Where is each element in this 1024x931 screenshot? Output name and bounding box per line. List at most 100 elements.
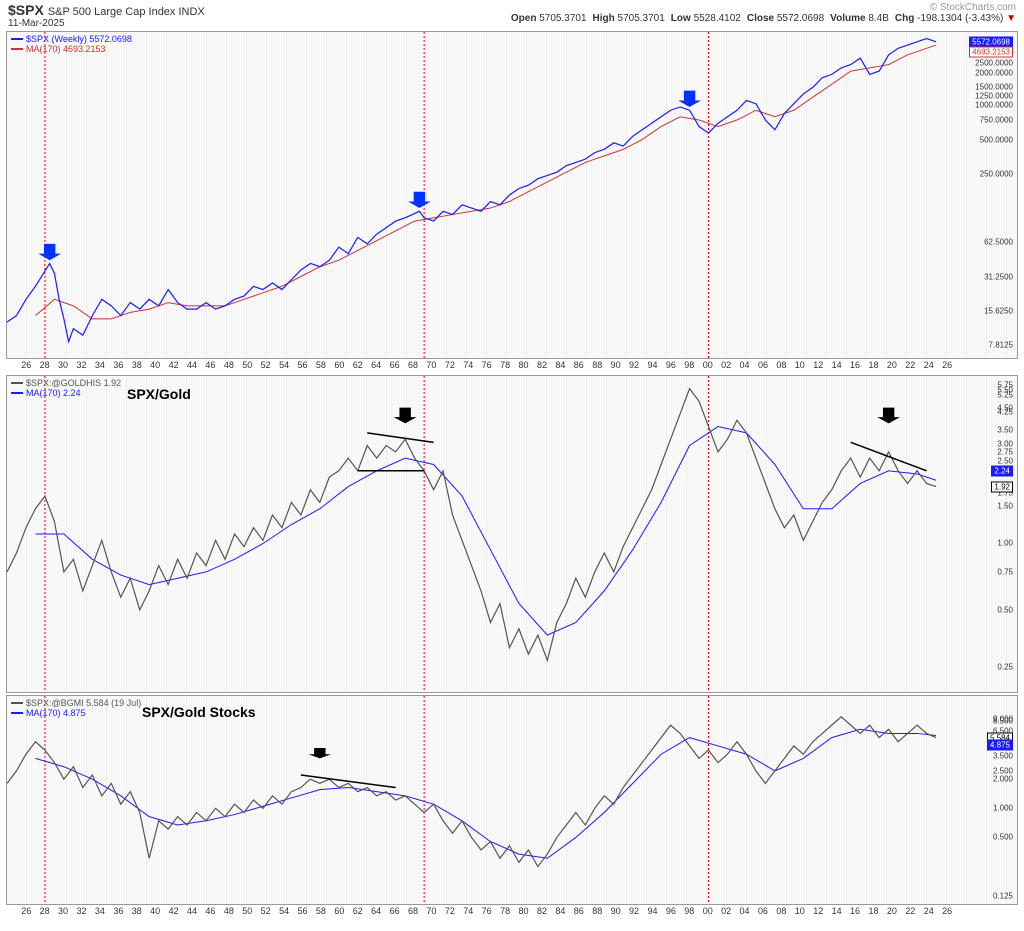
x-tick: 54 [279,360,289,370]
x-tick: 74 [463,360,473,370]
x-tick: 00 [703,906,713,916]
close-lbl: Close [747,13,774,24]
legend-swatch [11,392,23,394]
y-highlight: 2.24 [991,465,1013,476]
y-tick: 0.125 [993,891,1013,900]
x-tick: 08 [776,360,786,370]
x-tick: 62 [353,360,363,370]
x-axis-2: 2628303234363840424446485052545658606264… [6,905,1018,919]
x-tick: 24 [924,360,934,370]
y-tick: 0.500 [993,833,1013,842]
x-tick: 74 [463,906,473,916]
x-tick: 28 [40,906,50,916]
y-axis-spx-gold: 0.250.500.751.001.501.752.502.753.003.50… [955,376,1015,692]
x-tick: 92 [629,360,639,370]
x-tick: 90 [611,360,621,370]
x-tick: 66 [390,360,400,370]
y-tick: 7.8125 [989,340,1013,349]
x-tick: 82 [537,360,547,370]
x-tick: 60 [334,360,344,370]
symbol: $SPX [8,2,44,18]
open-lbl: Open [511,13,537,24]
chart-spx-gold-stocks[interactable]: $SPX:@BGMI 5.584 (19 Jul)MA(170) 4.875 S… [6,695,1018,905]
header-left: $SPX S&P 500 Large Cap Index INDX 11-Mar… [8,2,205,29]
y-tick: 0.50 [997,605,1013,614]
y-tick: 1.75 [997,488,1013,497]
x-tick: 56 [298,906,308,916]
y-highlight: 1.92 [991,481,1013,492]
chart-spx-gold[interactable]: $SPX:@GOLDHIS 1.92MA(170) 2.24 SPX/Gold … [6,375,1018,693]
x-tick: 68 [408,906,418,916]
legend-swatch [11,702,23,704]
x-tick: 48 [224,906,234,916]
x-tick: 26 [21,906,31,916]
y-tick: 2.50 [997,457,1013,466]
x-tick: 00 [703,360,713,370]
x-tick: 70 [426,360,436,370]
y-tick: 31.2500 [984,272,1013,281]
header-right: © StockCharts.com Open 5705.3701 High 57… [511,2,1016,24]
x-tick: 64 [371,360,381,370]
y-tick: 500.0000 [980,135,1013,144]
chart-header: $SPX S&P 500 Large Cap Index INDX 11-Mar… [0,0,1024,31]
legend-item: $SPX:@GOLDHIS 1.92 [11,378,121,388]
x-tick: 72 [445,360,455,370]
x-tick: 20 [887,906,897,916]
high-val: 5705.3701 [618,13,665,24]
y-highlight: 5572.0698 [969,36,1013,47]
y-tick: 1000.0000 [975,101,1013,110]
x-tick: 92 [629,906,639,916]
high-lbl: High [593,13,615,24]
x-tick: 50 [242,906,252,916]
x-tick: 30 [58,360,68,370]
y-tick: 0.75 [997,567,1013,576]
x-tick: 04 [740,906,750,916]
x-tick: 42 [169,906,179,916]
symbol-desc: S&P 500 Large Cap Index INDX [48,6,205,18]
y-tick: 0.25 [997,662,1013,671]
y-tick: 62.5000 [984,238,1013,247]
legend-item: MA(170) 4693.2153 [11,44,132,54]
legend-label: $SPX:@GOLDHIS 1.92 [26,378,121,388]
y-tick: 1.00 [997,539,1013,548]
x-tick: 24 [924,906,934,916]
plot-spx-gold [7,376,955,692]
x-tick: 36 [113,906,123,916]
y-tick: 3500.0000 [975,44,1013,53]
y-tick: 3.50 [997,425,1013,434]
x-tick: 94 [647,360,657,370]
x-tick: 86 [574,360,584,370]
chart-date: 11-Mar-2025 [8,18,205,29]
legend-label: $SPX:@BGMI 5.584 (19 Jul) [26,698,141,708]
x-tick: 56 [298,360,308,370]
x-tick: 58 [316,906,326,916]
x-tick: 70 [426,906,436,916]
x-tick: 48 [224,360,234,370]
watermark: © StockCharts.com [930,2,1016,13]
x-tick: 40 [150,360,160,370]
x-tick: 32 [76,906,86,916]
x-tick: 02 [721,360,731,370]
x-tick: 04 [740,360,750,370]
legend-label: MA(170) 4693.2153 [26,44,106,54]
x-tick: 44 [187,906,197,916]
x-tick: 06 [758,906,768,916]
x-tick: 10 [795,360,805,370]
x-tick: 08 [776,906,786,916]
legend-swatch [11,712,23,714]
x-tick: 12 [813,906,823,916]
ohlc-row: Open 5705.3701 High 5705.3701 Low 5528.4… [511,13,1016,24]
x-tick: 98 [684,360,694,370]
x-tick: 22 [905,906,915,916]
legend-item: $SPX (Weekly) 5572.0698 [11,34,132,44]
x-tick: 52 [261,360,271,370]
y-tick: 4.25 [997,408,1013,417]
chg-lbl: Chg [895,13,914,24]
x-tick: 96 [666,906,676,916]
x-tick: 76 [482,360,492,370]
legend-spx: $SPX (Weekly) 5572.0698MA(170) 4693.2153 [11,34,132,54]
y-axis-spx-gold-stocks: 0.1250.5001.0002.0002.5003.5005.0006.500… [955,696,1015,904]
chart-spx[interactable]: $SPX (Weekly) 5572.0698MA(170) 4693.2153… [6,31,1018,359]
y-tick: 750.0000 [980,116,1013,125]
x-tick: 78 [500,906,510,916]
